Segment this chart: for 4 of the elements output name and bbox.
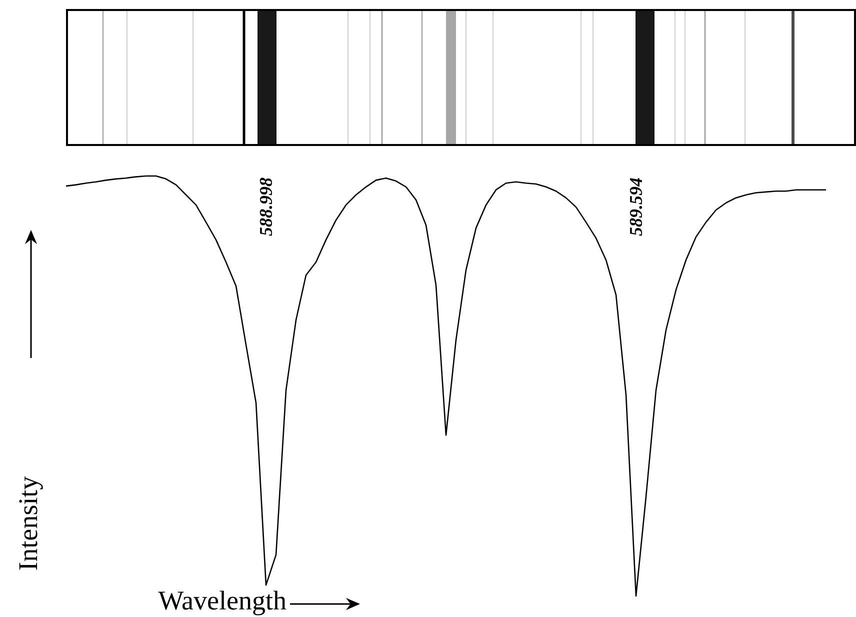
x-axis-title: Wavelength xyxy=(158,590,286,616)
y-axis-title: Intensity xyxy=(19,476,43,570)
annotation: 589.594 xyxy=(630,178,642,236)
annotation: 588.998 xyxy=(260,178,272,236)
